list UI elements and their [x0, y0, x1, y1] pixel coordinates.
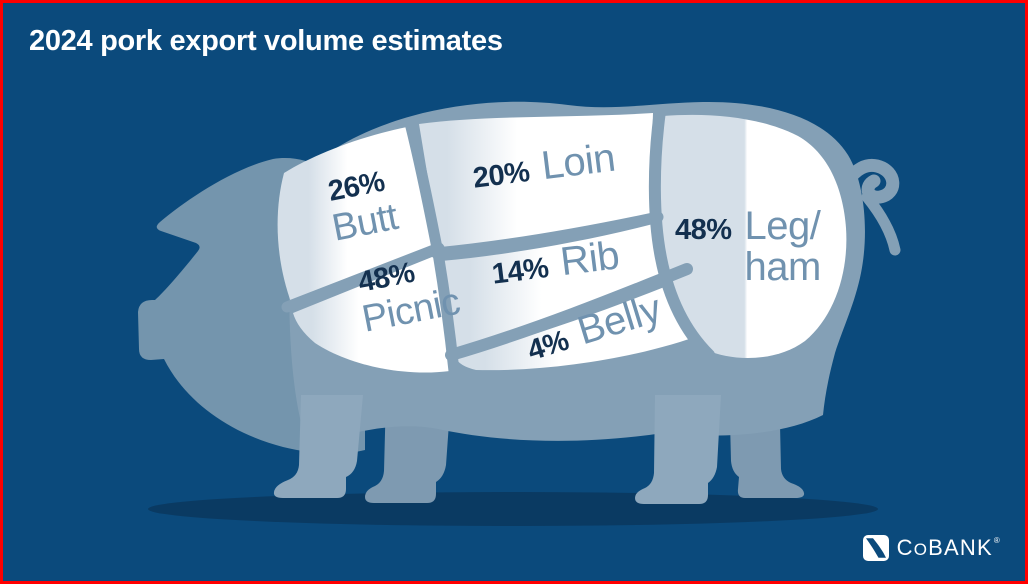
cut-region-picnic: [293, 255, 450, 373]
wordmark-o: O: [913, 540, 929, 559]
cut-region-belly: [455, 277, 704, 371]
registered-mark: ®: [993, 536, 1001, 545]
cobank-wordmark: C O BANK ®: [897, 535, 1001, 561]
pig-leg-hind-near: [635, 395, 721, 504]
pig-leg-front-near: [273, 395, 363, 498]
wordmark-bank: BANK: [928, 535, 993, 560]
cobank-logo: C O BANK ®: [862, 535, 1001, 561]
pig-diagram: [138, 101, 901, 526]
cut-region-loin: [419, 113, 653, 251]
divider-rib-belly: [445, 263, 693, 361]
divider-butt-picnic: [281, 242, 445, 313]
cut-region-leg-ham: [653, 114, 847, 359]
cut-region-rib: [441, 224, 680, 348]
divider-loin-rib: [430, 211, 664, 259]
divider-ham: [648, 105, 715, 361]
pig-diagram-stage: 26% Butt 20% Loin 48% Picnic 14% Rib 4% …: [3, 3, 1025, 581]
cut-dividers: [281, 105, 715, 377]
wordmark-c: C: [896, 535, 914, 560]
cobank-logo-icon: [862, 535, 889, 561]
page-title: 2024 pork export volume estimates: [29, 25, 503, 57]
